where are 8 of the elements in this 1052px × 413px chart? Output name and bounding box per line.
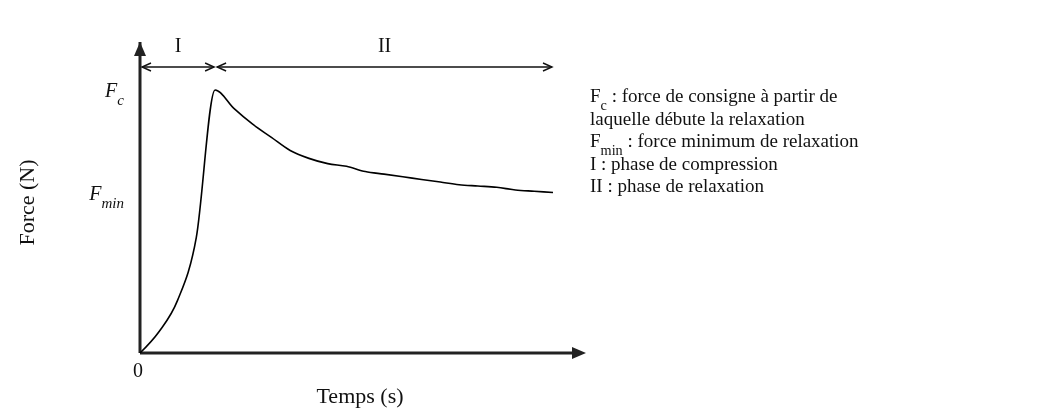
text: F$_{c}$ (104, 79, 125, 108)
text: II (377, 34, 392, 56)
text: 0 (133, 359, 143, 381)
y-axis-title: Force (N) (14, 159, 39, 246)
text: F$_{min}$ (88, 181, 124, 211)
x-axis-title: Temps (s) (316, 383, 404, 408)
text: II : phase de relaxation (590, 175, 765, 196)
text: I (174, 34, 182, 56)
